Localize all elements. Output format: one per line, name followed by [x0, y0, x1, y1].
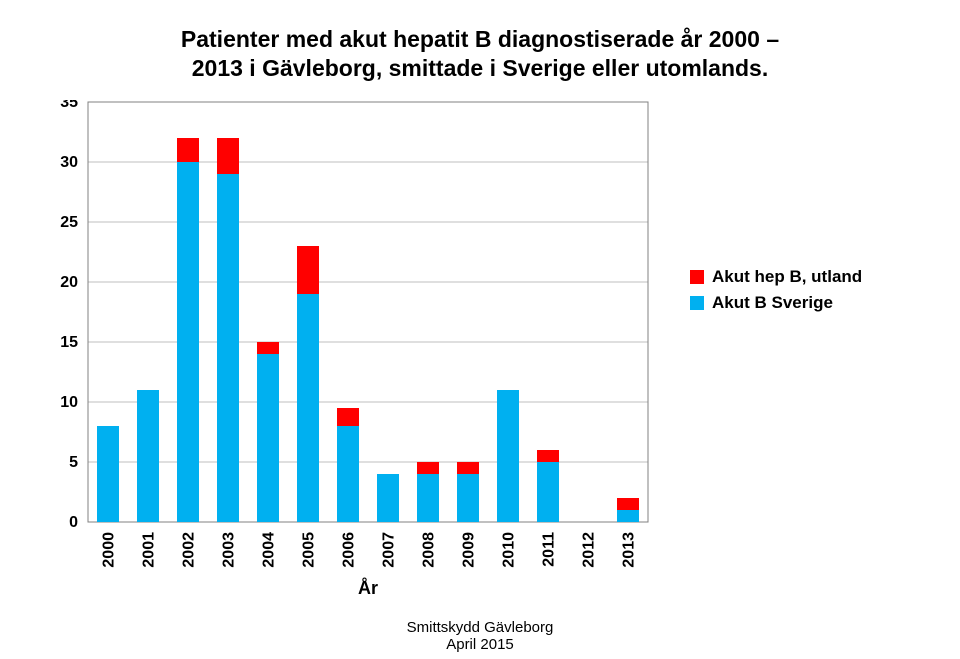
page-title: Patienter med akut hepatit B diagnostise…: [0, 25, 960, 83]
title-line1: Patienter med akut hepatit B diagnostise…: [181, 26, 779, 52]
bar-utland: [617, 498, 639, 510]
title-line2: 2013 i Gävleborg, smittade i Sverige ell…: [192, 55, 769, 81]
bar-utland: [417, 462, 439, 474]
legend-label-utland: Akut hep B, utland: [712, 267, 862, 286]
x-tick-label: 2003: [221, 532, 238, 568]
bar-utland: [457, 462, 479, 474]
y-tick-label: 15: [60, 334, 78, 351]
y-tick-label: 25: [60, 214, 78, 231]
x-tick-label: 2001: [141, 532, 158, 568]
x-tick-label: 2011: [541, 532, 558, 567]
bar-utland: [217, 138, 239, 174]
bar-sverige: [297, 294, 319, 522]
footer-line2: April 2015: [446, 636, 514, 653]
bar-sverige: [337, 426, 359, 522]
stacked-bar-chart: 0 5 10 15 20 25 30 35 2000 2001 2002 2003 2004 2005 20…: [30, 100, 930, 600]
bar-sverige: [97, 426, 119, 522]
bar-sverige: [617, 510, 639, 522]
footer: Smittskydd Gävleborg April 2015: [0, 619, 960, 654]
y-tick-label: 10: [60, 394, 78, 411]
bar-sverige: [457, 474, 479, 522]
x-tick-label: 2007: [381, 532, 398, 568]
legend-swatch-sverige: [690, 296, 704, 310]
x-tick-label: 2004: [261, 532, 278, 568]
bar-sverige: [257, 354, 279, 522]
y-tick-label: 20: [60, 274, 78, 291]
y-tick-label: 30: [60, 154, 78, 171]
chart-container: 0 5 10 15 20 25 30 35 2000 2001 2002 2003 2004 2005 20…: [30, 100, 930, 600]
bar-sverige: [377, 474, 399, 522]
legend-swatch-utland: [690, 270, 704, 284]
bar-sverige: [417, 474, 439, 522]
x-tick-label: 2012: [581, 532, 598, 568]
bar-sverige: [217, 174, 239, 522]
x-tick-label: 2002: [181, 532, 198, 568]
x-tick-label: 2013: [621, 532, 638, 568]
x-tick-label: 2006: [341, 532, 358, 568]
y-tick-label: 0: [69, 514, 78, 531]
footer-line1: Smittskydd Gävleborg: [407, 619, 554, 636]
bar-utland: [537, 450, 559, 462]
x-tick-label: 2010: [501, 532, 518, 568]
y-tick-label: 35: [60, 100, 78, 111]
bar-utland: [337, 408, 359, 426]
bar-utland: [177, 138, 199, 162]
bar-sverige: [537, 462, 559, 522]
legend-label-sverige: Akut B Sverige: [712, 293, 833, 312]
x-tick-label: 2009: [461, 532, 478, 568]
bar-sverige: [497, 390, 519, 522]
bar-utland: [297, 246, 319, 294]
bar-sverige: [177, 162, 199, 522]
x-tick-label: 2000: [101, 532, 118, 568]
x-tick-label: 2008: [421, 532, 438, 568]
bar-sverige: [137, 390, 159, 522]
x-axis-title: År: [358, 578, 378, 598]
y-tick-label: 5: [69, 454, 78, 471]
x-tick-label: 2005: [301, 532, 318, 568]
bar-utland: [257, 342, 279, 354]
